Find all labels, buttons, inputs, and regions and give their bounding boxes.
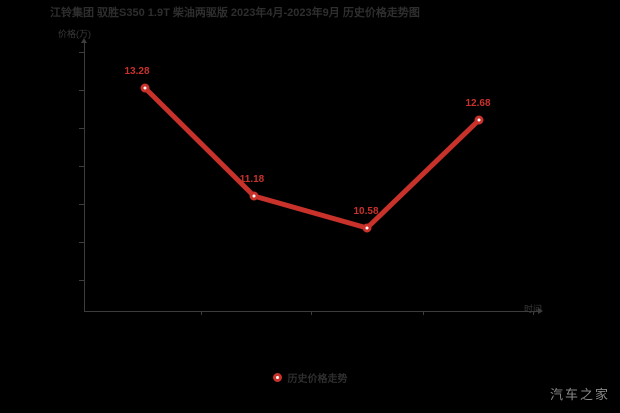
x-axis-tick (423, 311, 424, 315)
watermark: 汽车之家 (549, 388, 610, 403)
y-axis-tick (79, 204, 84, 205)
x-axis-tick (533, 311, 534, 315)
y-axis-tick (79, 166, 84, 167)
data-point-label: 13.28 (124, 66, 150, 77)
y-axis-tick (79, 52, 84, 53)
x-axis-tick (311, 311, 312, 315)
legend-item-label: 历史价格走势 (287, 374, 348, 385)
y-axis-arrow-icon (81, 38, 87, 43)
data-point-label: 12.68 (465, 98, 491, 109)
y-axis-tick (79, 128, 84, 129)
data-point-marker[interactable] (474, 115, 484, 125)
y-axis-tick (79, 280, 84, 281)
data-point-marker[interactable] (140, 83, 150, 93)
y-axis-line (84, 42, 85, 312)
y-axis-tick (79, 90, 84, 91)
data-point-marker[interactable] (362, 223, 372, 233)
chart-title: 江铃集团 驭胜S350 1.9T 柴油两驱版 2023年4月-2023年9月 历… (50, 7, 420, 19)
y-axis-label: 价格(万) (58, 29, 91, 39)
data-point-label: 10.58 (353, 206, 379, 217)
chart-legend: 历史价格走势 (0, 370, 620, 385)
x-axis-tick (201, 311, 202, 315)
data-point-label: 11.18 (239, 174, 265, 185)
y-axis-tick (79, 242, 84, 243)
data-point-marker[interactable] (249, 191, 259, 201)
legend-marker-icon (272, 373, 282, 382)
x-axis-arrow-icon (538, 308, 543, 314)
x-axis-label: 时间 (524, 304, 543, 314)
